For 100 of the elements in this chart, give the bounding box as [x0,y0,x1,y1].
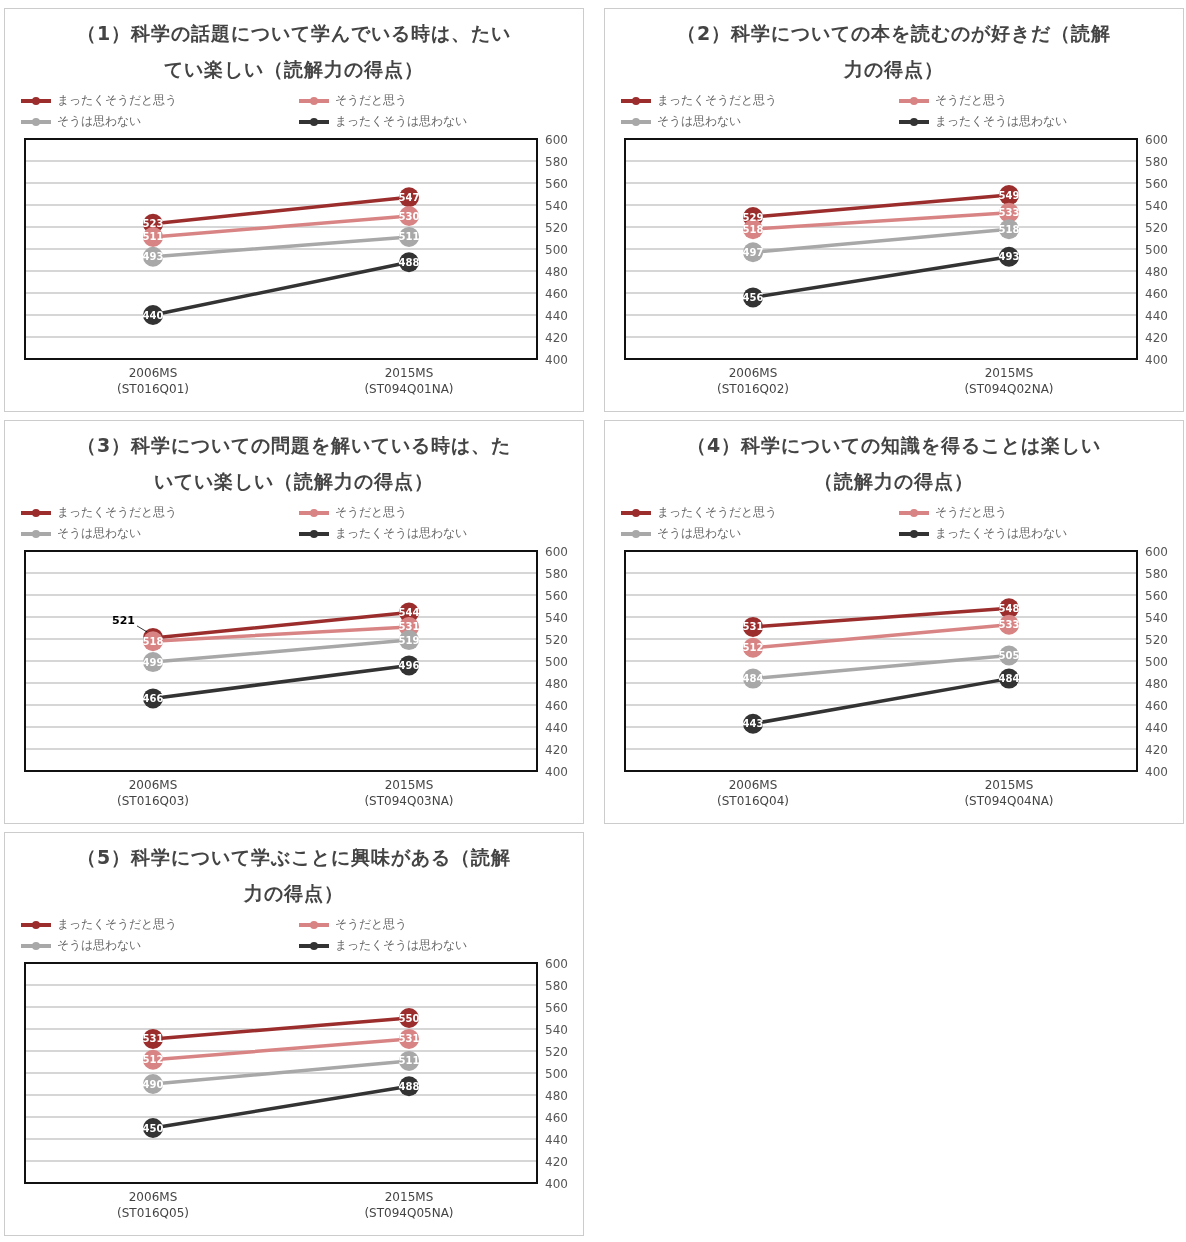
y-tick-label: 500 [1145,242,1168,257]
data-label: 531 [398,621,420,633]
data-label: 544 [398,607,420,619]
y-tick-label: 440 [545,1132,568,1147]
data-label: 511 [142,231,164,243]
legend-label: まったくそうだと思う [57,504,177,521]
y-tick-label: 480 [1145,676,1168,691]
y-tick-label: 520 [1145,220,1168,235]
data-label: 496 [398,659,420,671]
x-tick-label: 2006MS (ST016Q04) [717,778,789,808]
legend-label: そうは思わない [57,525,141,542]
data-label: 511 [398,231,420,243]
y-tick-label: 560 [545,1000,568,1015]
y-tick-label: 460 [1145,698,1168,713]
y-tick-label: 540 [1145,198,1168,213]
data-label: 530 [398,210,420,222]
x-tick-label: 2006MS (ST016Q01) [117,366,189,396]
y-tick-label: 480 [545,676,568,691]
data-label: 550 [398,1012,420,1024]
data-label: 490 [142,1078,164,1090]
data-label: 440 [142,309,164,321]
chart-title: （5）科学について学ぶことに興味がある（読解力の得点） [75,845,513,906]
y-tick-label: 420 [545,1154,568,1169]
x-tick-label: 2015MS (ST094Q04NA) [964,778,1054,808]
y-tick-label: 400 [1145,764,1168,779]
x-tick-label: 2006MS (ST016Q05) [117,1190,189,1220]
y-tick-label: 600 [545,956,568,971]
data-label: 549 [998,189,1020,201]
legend-label: まったくそうだと思う [657,504,777,521]
data-label: 523 [142,218,164,230]
y-tick-label: 400 [545,1176,568,1191]
legend-label: まったくそうは思わない [335,937,467,954]
y-tick-label: 520 [545,1044,568,1059]
y-tick-label: 560 [1145,176,1168,191]
x-tick-label: 2006MS (ST016Q02) [717,366,789,396]
data-label: 484 [998,673,1020,685]
data-label: 521 [112,613,135,627]
data-label: 533 [998,207,1020,219]
legend-label: まったくそうだと思う [657,92,777,109]
y-tick-label: 580 [1145,154,1168,169]
y-tick-label: 520 [545,632,568,647]
data-label: 443 [742,718,764,730]
legend-label: まったくそうは思わない [935,113,1067,130]
y-tick-label: 580 [545,978,568,993]
chart-title: （4）科学についての知識を得ることは楽しい（読解力の得点） [685,433,1103,494]
y-tick-label: 500 [545,242,568,257]
data-label: 456 [742,291,764,303]
y-tick-label: 420 [545,742,568,757]
y-tick-label: 460 [1145,286,1168,301]
y-tick-label: 500 [545,654,568,669]
y-tick-label: 480 [545,1088,568,1103]
y-tick-label: 520 [545,220,568,235]
x-tick-label: 2006MS (ST016Q03) [117,778,189,808]
legend-label: まったくそうは思わない [335,525,467,542]
data-label: 547 [398,191,420,203]
y-tick-label: 440 [1145,308,1168,323]
data-label: 512 [742,642,764,654]
y-tick-label: 420 [1145,742,1168,757]
y-tick-label: 600 [1145,132,1168,147]
data-label: 531 [142,1033,164,1045]
data-label: 488 [398,1080,420,1092]
y-tick-label: 560 [1145,588,1168,603]
legend-label: そうだと思う [935,92,1007,109]
y-tick-label: 420 [1145,330,1168,345]
legend-label: そうは思わない [657,525,741,542]
legend-label: そうだと思う [335,92,407,109]
data-label: 518 [998,223,1020,235]
legend-label: そうだと思う [335,504,407,521]
data-label: 531 [398,1033,420,1045]
data-label: 548 [998,602,1020,614]
y-tick-label: 560 [545,588,568,603]
y-tick-label: 460 [545,698,568,713]
legend-label: そうは思わない [57,937,141,954]
y-tick-label: 500 [545,1066,568,1081]
data-label: 512 [142,1054,164,1066]
data-label: 488 [398,256,420,268]
data-label: 497 [742,246,764,258]
y-tick-label: 520 [1145,632,1168,647]
chart-title: （3）科学についての問題を解いている時は、たいてい楽しい（読解力の得点） [75,433,513,494]
y-tick-label: 440 [545,720,568,735]
data-label: 511 [398,1055,420,1067]
data-label: 529 [742,211,764,223]
data-label: 518 [142,635,164,647]
data-label: 450 [142,1122,164,1134]
y-tick-label: 400 [545,764,568,779]
legend-label: まったくそうは思わない [935,525,1067,542]
x-tick-label: 2015MS (ST094Q01NA) [364,366,454,396]
legend-label: そうだと思う [335,916,407,933]
x-tick-label: 2015MS (ST094Q02NA) [964,366,1054,396]
data-label: 493 [998,251,1020,263]
y-tick-label: 420 [545,330,568,345]
y-tick-label: 600 [1145,544,1168,559]
data-label: 484 [742,673,764,685]
y-tick-label: 440 [545,308,568,323]
y-tick-label: 540 [1145,610,1168,625]
x-tick-label: 2015MS (ST094Q03NA) [364,778,454,808]
data-label: 533 [998,619,1020,631]
y-tick-label: 540 [545,1022,568,1037]
y-tick-label: 600 [545,132,568,147]
legend-label: まったくそうは思わない [335,113,467,130]
